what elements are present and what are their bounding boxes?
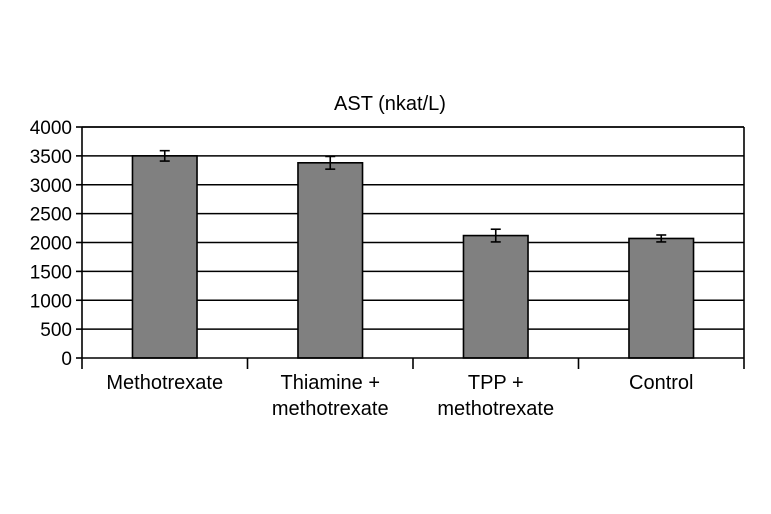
x-category-label-line: methotrexate: [272, 398, 389, 420]
x-category-label-2: TPP + methotrexate: [437, 372, 554, 420]
y-tick-label: 1000: [30, 291, 72, 312]
x-category-label-line: Thiamine +: [281, 372, 381, 394]
bar-2: [462, 234, 529, 359]
bar-1: [297, 162, 364, 359]
x-category-label-1: Thiamine + methotrexate: [272, 372, 389, 420]
x-category-label-3: Control: [629, 372, 693, 394]
bars: [131, 149, 695, 359]
chart-title: AST (nkat/L): [334, 93, 446, 115]
x-category-label-line: Control: [629, 372, 693, 394]
y-tick-label: 1500: [30, 262, 72, 283]
x-category-label-line: TPP +: [468, 372, 524, 394]
bar-3: [628, 237, 695, 359]
y-tick-label: 4000: [30, 118, 72, 139]
y-tick-label: 2000: [30, 234, 72, 255]
y-tick-label: 3000: [30, 176, 72, 197]
y-tick-label: 3500: [30, 147, 72, 168]
bar-0: [131, 155, 198, 359]
x-category-label-line: Methotrexate: [106, 372, 223, 394]
x-category-label-0: Methotrexate: [106, 372, 223, 394]
y-tick-label: 2500: [30, 205, 72, 226]
y-tick-label: 0: [61, 349, 72, 370]
y-tick-label: 500: [40, 320, 72, 341]
axes: [76, 126, 745, 369]
labels: 0 500 1000 1500 2000 2500 3000 3500 4000 Methotre…: [30, 118, 694, 420]
x-category-label-line: methotrexate: [437, 398, 554, 420]
